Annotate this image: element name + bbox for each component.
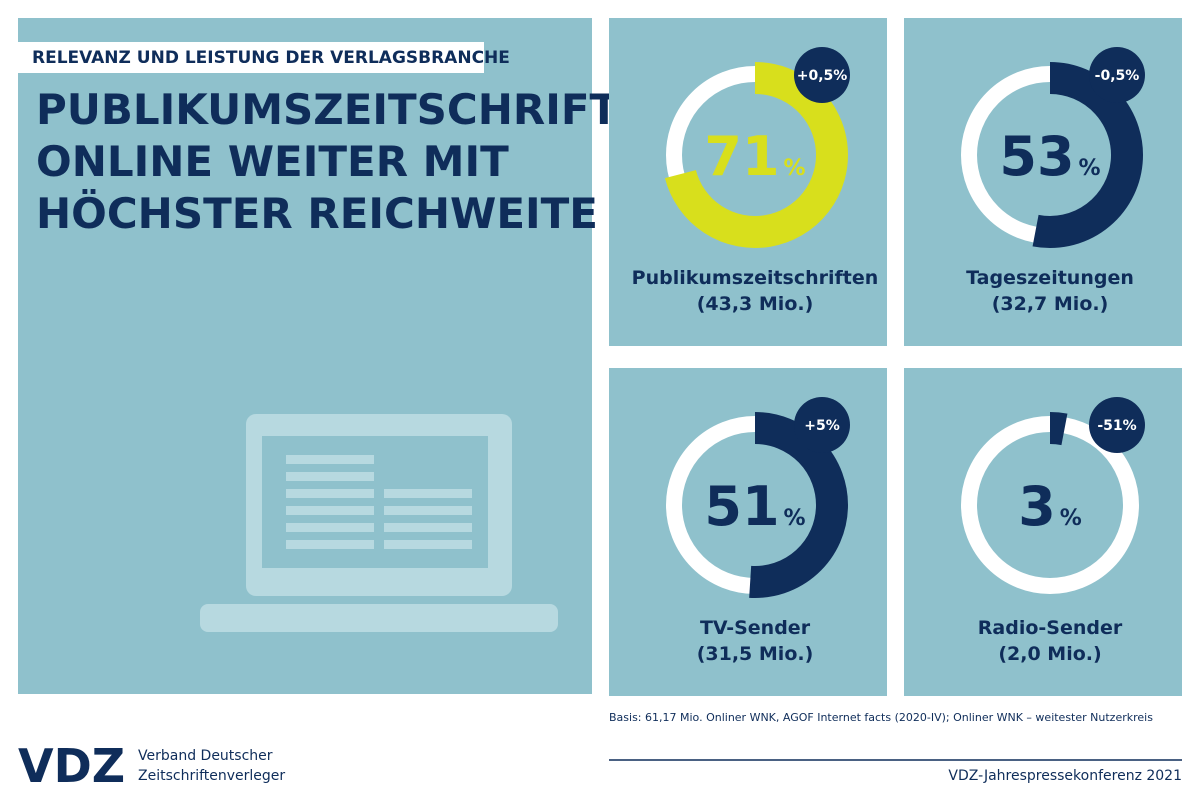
unit: % [1060, 506, 1082, 531]
event: VDZ-Jahrespressekonferenz 2021 [948, 768, 1182, 784]
logo: VDZ [18, 739, 125, 793]
donut-arc [1032, 62, 1143, 248]
chart-title: Tageszeitungen [966, 267, 1134, 289]
badge-label: +0,5% [797, 68, 848, 84]
value-label: 3% [1018, 475, 1082, 538]
badge-label: +5% [804, 418, 840, 434]
chart-title: Publikumszeitschriften [632, 267, 879, 289]
org-name: Verband Deutscher [138, 748, 273, 764]
donut-arc [749, 412, 848, 598]
chart-subtitle: (31,5 Mio.) [697, 643, 814, 665]
title-line: HÖCHSTER REICHWEITE [36, 188, 598, 238]
badge [794, 397, 850, 453]
value: 53 [999, 125, 1074, 188]
chart-subtitle: (43,3 Mio.) [697, 293, 814, 315]
donut-arc [1049, 412, 1068, 446]
badge [794, 47, 850, 103]
laptop-icon [200, 414, 558, 632]
value-label: 71% [704, 125, 805, 188]
unit: % [784, 506, 806, 531]
value: 3 [1018, 475, 1056, 538]
badge-label: -0,5% [1095, 68, 1140, 84]
kicker: RELEVANZ UND LEISTUNG DER VERLAGSBRANCHE [32, 48, 510, 68]
badge [1089, 397, 1145, 453]
value: 51 [704, 475, 779, 538]
value-label: 51% [704, 475, 805, 538]
value: 71 [704, 125, 779, 188]
chart-subtitle: (32,7 Mio.) [992, 293, 1109, 315]
value-label: 53% [999, 125, 1100, 188]
unit: % [784, 156, 806, 181]
source-note: Basis: 61,17 Mio. Onliner WNK, AGOF Inte… [609, 711, 1153, 724]
title-line: PUBLIKUMSZEITSCHRIFTEN [36, 85, 682, 134]
unit: % [1079, 156, 1101, 181]
kicker-box [18, 42, 484, 73]
org-name: Zeitschriftenverleger [138, 768, 285, 784]
chart-title: Radio-Sender [978, 617, 1123, 639]
title-line: ONLINE WEITER MIT [36, 137, 509, 186]
badge-label: -51% [1097, 418, 1136, 434]
chart-title: TV-Sender [700, 617, 811, 639]
badge [1089, 47, 1145, 103]
chart-subtitle: (2,0 Mio.) [998, 643, 1101, 665]
